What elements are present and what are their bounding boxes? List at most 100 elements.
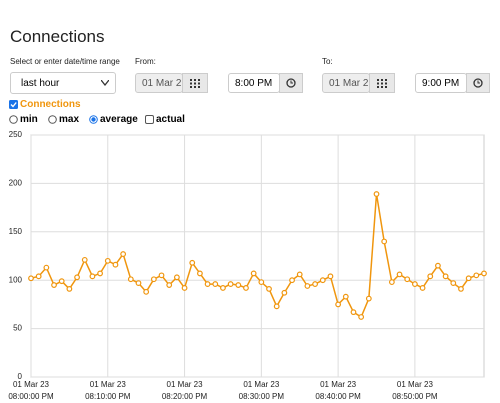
data-point [143, 288, 150, 295]
data-point [112, 261, 119, 268]
data-point [250, 270, 257, 277]
data-point [74, 274, 80, 281]
data-point [212, 281, 219, 287]
to-date[interactable]: 01 Mar 2 [322, 73, 370, 93]
data-point [266, 286, 272, 292]
page-title: Connections [10, 27, 105, 46]
data-point [158, 272, 165, 279]
data-point [396, 271, 403, 278]
calendar-icon [190, 78, 200, 88]
range-select[interactable]: last hour [10, 72, 116, 94]
data-point [427, 273, 434, 280]
mode-actual[interactable]: actual [145, 114, 185, 125]
clock-button[interactable] [279, 73, 303, 93]
data-point [281, 289, 288, 296]
x-tick-label: 08:20:00 PM [162, 392, 208, 401]
y-tick-label: 100 [9, 275, 23, 284]
data-point [411, 281, 418, 287]
data-point [404, 276, 411, 283]
data-point [296, 271, 303, 278]
data-point [97, 270, 104, 277]
data-point [204, 281, 211, 287]
clock-icon [286, 78, 296, 88]
data-point [358, 314, 365, 320]
to-label: To: [322, 57, 333, 66]
data-point [66, 286, 73, 292]
data-point [335, 301, 342, 308]
series-toggle[interactable]: Connections [9, 99, 81, 110]
series-line [30, 193, 485, 319]
calendar-icon [377, 78, 387, 88]
data-point [304, 283, 311, 289]
data-point [173, 274, 180, 281]
data-point [381, 238, 388, 245]
data-point [342, 293, 349, 300]
x-tick-label: 08:10:00 PM [85, 392, 131, 401]
from-label: From: [135, 57, 156, 66]
x-tick-label: 01 Mar 23 [320, 380, 357, 389]
clock-button[interactable] [466, 73, 490, 93]
data-point [419, 285, 426, 291]
radio [9, 115, 18, 124]
mode-min[interactable]: min [9, 114, 38, 125]
data-point [127, 276, 134, 283]
data-point [135, 280, 142, 287]
data-point [465, 275, 472, 282]
radio-checked [89, 115, 98, 124]
radio [48, 115, 57, 124]
data-point [181, 285, 188, 291]
data-point [150, 276, 157, 283]
checkbox [145, 115, 154, 124]
data-point [81, 256, 88, 263]
mode-label: actual [156, 114, 185, 125]
mode-average[interactable]: average [89, 114, 138, 125]
data-point [273, 303, 280, 310]
data-point [104, 257, 111, 264]
calendar-button[interactable] [182, 73, 208, 93]
calendar-button[interactable] [369, 73, 395, 93]
x-tick-label: 01 Mar 23 [397, 380, 434, 389]
y-tick-label: 50 [13, 324, 22, 333]
data-point [327, 273, 334, 280]
mode-label: min [20, 114, 38, 125]
x-tick-label: 08:30:00 PM [239, 392, 285, 401]
data-point [197, 270, 203, 277]
data-point [51, 282, 57, 288]
data-point [120, 251, 127, 257]
dropdown-arrow [101, 80, 109, 86]
x-tick-label: 01 Mar 23 [167, 380, 204, 389]
y-tick-label: 150 [9, 227, 23, 236]
data-point [312, 281, 318, 287]
data-point [35, 273, 42, 280]
data-point [43, 264, 50, 271]
mode-label: average [100, 114, 138, 125]
data-point [365, 295, 372, 302]
data-point [166, 282, 173, 288]
range-label: Select or enter date/time range [10, 57, 120, 66]
x-tick-label: 01 Mar 23 [13, 380, 50, 389]
data-point [243, 285, 249, 291]
data-point [481, 270, 487, 277]
data-point [189, 259, 196, 266]
plot-frame [30, 134, 485, 378]
from-date[interactable]: 01 Mar 2 [135, 73, 183, 93]
data-point [58, 278, 65, 285]
y-tick-label: 0 [18, 372, 23, 381]
data-point [227, 281, 234, 287]
x-tick-label: 08:40:00 PM [315, 392, 361, 401]
x-tick-label: 01 Mar 23 [90, 380, 127, 389]
data-point [442, 273, 449, 280]
data-point [388, 279, 395, 286]
data-point [28, 275, 34, 282]
data-point [289, 277, 295, 284]
data-point [458, 286, 464, 292]
data-point [235, 282, 242, 288]
data-point [350, 309, 357, 316]
data-point [220, 285, 226, 291]
data-point [319, 277, 326, 284]
y-tick-label: 200 [9, 179, 23, 188]
data-point [373, 191, 380, 197]
mode-max[interactable]: max [48, 114, 79, 125]
